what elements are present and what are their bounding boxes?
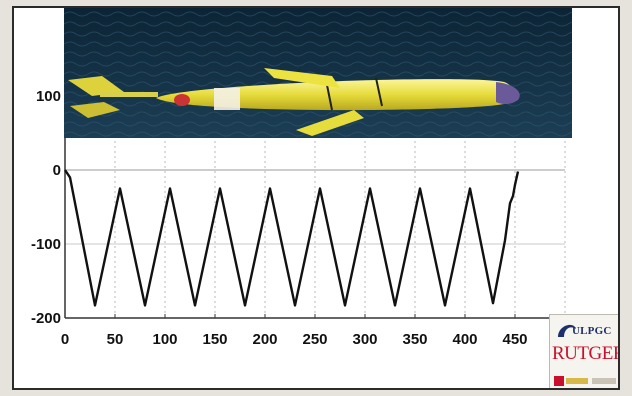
y-tick-label: 0 <box>53 162 61 179</box>
rutgers-logo: RUTGERS <box>552 343 618 364</box>
underwater-glider-photo <box>64 8 572 138</box>
dive-profile-chart: 0 50 100 150 200 250 300 350 400 450 100 0 -100 -200 <box>31 56 566 348</box>
x-tick-label: 100 <box>152 331 177 348</box>
y-tick-label: -200 <box>31 310 61 327</box>
sponsor-logos: ULPGC RUTGERS <box>549 314 618 388</box>
y-tick-label: 100 <box>36 88 61 105</box>
x-tick-label: 400 <box>452 331 477 348</box>
ulpgc-logo-text: ULPGC <box>572 325 612 337</box>
ulpgc-logo-icon <box>558 324 576 337</box>
tick-labels: 0 50 100 150 200 250 300 350 400 450 100 0 -100 -200 <box>31 88 528 348</box>
x-tick-label: 0 <box>61 331 69 348</box>
x-tick-label: 300 <box>352 331 377 348</box>
spanish-government-logos-icon <box>554 376 616 386</box>
dive-profile-line <box>64 169 520 307</box>
x-tick-label: 350 <box>402 331 427 348</box>
x-tick-label: 450 <box>502 331 527 348</box>
x-tick-label: 150 <box>202 331 227 348</box>
figure-frame: 0 50 100 150 200 250 300 350 400 450 100 0 -100 -200 <box>12 6 620 390</box>
y-tick-label: -100 <box>31 236 61 253</box>
x-tick-label: 250 <box>302 331 327 348</box>
x-tick-label: 200 <box>252 331 277 348</box>
chart-series <box>64 169 520 307</box>
x-tick-label: 50 <box>107 331 124 348</box>
